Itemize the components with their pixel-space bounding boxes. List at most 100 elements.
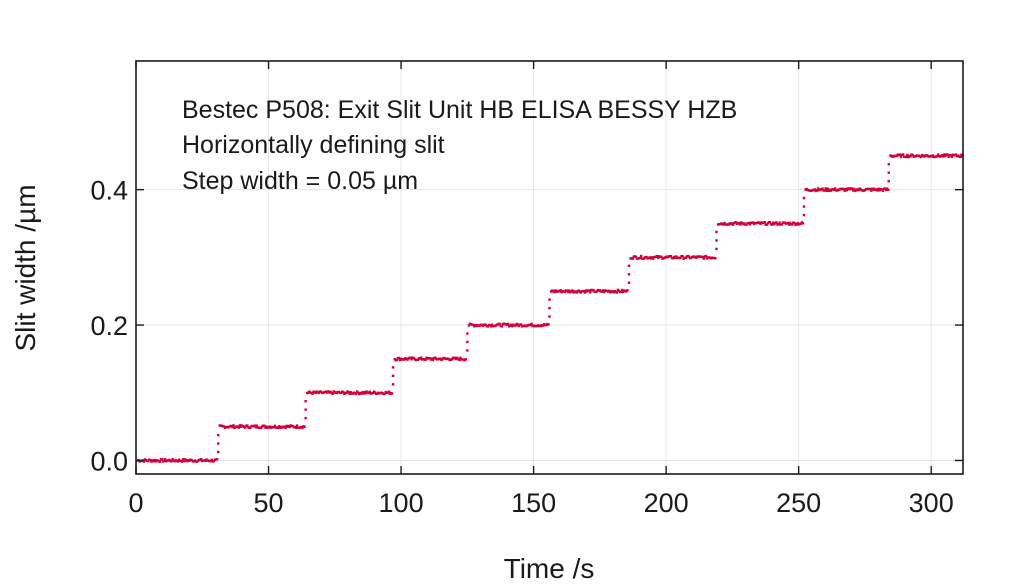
transition-point: [715, 247, 718, 251]
step-7: [716, 196, 806, 227]
data-point: [946, 153, 949, 156]
data-point: [181, 458, 185, 461]
step-5: [549, 264, 631, 294]
data-point: [231, 426, 234, 429]
data-point: [176, 460, 180, 463]
data-point: [843, 189, 846, 192]
data-point: [626, 289, 629, 292]
data-point: [294, 426, 298, 429]
data-point: [834, 187, 837, 190]
data-point: [158, 460, 162, 463]
data-point: [575, 291, 578, 294]
transition-point: [887, 171, 890, 174]
data-point: [842, 187, 845, 191]
data-point: [650, 256, 654, 259]
data-point: [301, 426, 304, 430]
data-point: [453, 356, 457, 359]
data-point: [277, 425, 281, 428]
data-point: [563, 290, 567, 294]
data-point: [249, 426, 252, 429]
data-point: [464, 358, 467, 361]
transition-point: [391, 366, 395, 369]
data-point: [459, 356, 462, 360]
data-point: [373, 391, 377, 394]
data-point: [200, 458, 203, 461]
data-point: [458, 358, 461, 362]
transition-point: [802, 196, 806, 200]
transition-point: [548, 298, 551, 301]
data-point: [589, 291, 592, 294]
data-point: [397, 356, 401, 360]
data-point: [906, 153, 909, 157]
data-point: [947, 155, 950, 159]
data-point: [517, 324, 520, 328]
data-point: [368, 390, 371, 394]
data-point: [829, 189, 833, 192]
x-tick-label: 150: [511, 488, 556, 518]
data-point: [759, 222, 762, 225]
data-point: [787, 223, 791, 226]
data-point: [656, 256, 660, 260]
transition-point: [627, 281, 631, 284]
transition-point: [216, 442, 220, 445]
data-point: [763, 220, 766, 224]
data-point: [364, 392, 367, 395]
data-point: [887, 188, 890, 192]
data-point: [255, 424, 259, 427]
data-point: [734, 221, 738, 224]
data-point: [516, 323, 519, 326]
data-point: [541, 324, 545, 327]
data-point: [371, 391, 375, 395]
data-point: [731, 223, 735, 226]
data-point: [723, 221, 726, 225]
data-point: [467, 324, 471, 327]
data-point: [851, 187, 854, 190]
data-point: [230, 424, 233, 428]
data-point: [163, 458, 167, 461]
data-point: [640, 254, 643, 258]
transition-point: [802, 213, 806, 217]
transition-point: [391, 383, 395, 386]
data-point: [149, 458, 152, 462]
data-point: [608, 289, 611, 293]
data-point: [615, 291, 619, 294]
transition-point: [887, 179, 890, 183]
data-point: [751, 221, 755, 224]
transition-point: [466, 349, 469, 352]
transition-point: [216, 433, 220, 437]
y-axis-label: Slit width /µm: [10, 184, 41, 351]
data-point: [801, 222, 805, 225]
data-point: [547, 323, 550, 326]
data-point: [582, 289, 586, 293]
data-point: [852, 189, 855, 192]
data-point: [319, 390, 323, 393]
data-point: [345, 391, 348, 395]
data-point: [738, 221, 741, 225]
data-point: [788, 221, 792, 225]
data-point: [638, 256, 642, 260]
data-point: [183, 459, 186, 463]
data-point: [420, 356, 423, 359]
y-tick-label: 0.0: [90, 446, 128, 476]
data-point: [238, 424, 242, 427]
data-point: [619, 290, 623, 294]
data-point: [592, 288, 595, 292]
data-point: [813, 188, 817, 191]
data-point: [383, 392, 386, 396]
data-point: [778, 221, 781, 224]
data-point: [775, 221, 778, 224]
data-point: [669, 255, 673, 258]
data-point: [409, 356, 412, 359]
data-point: [530, 322, 533, 326]
data-point: [687, 255, 691, 258]
data-point: [911, 153, 914, 157]
data-point: [486, 325, 490, 328]
data-point: [215, 457, 219, 461]
data-point: [853, 187, 856, 191]
data-point: [727, 223, 730, 226]
data-point: [791, 223, 794, 226]
data-point: [354, 392, 358, 396]
data-point: [506, 322, 510, 326]
data-point: [799, 222, 802, 225]
data-point: [768, 220, 772, 224]
